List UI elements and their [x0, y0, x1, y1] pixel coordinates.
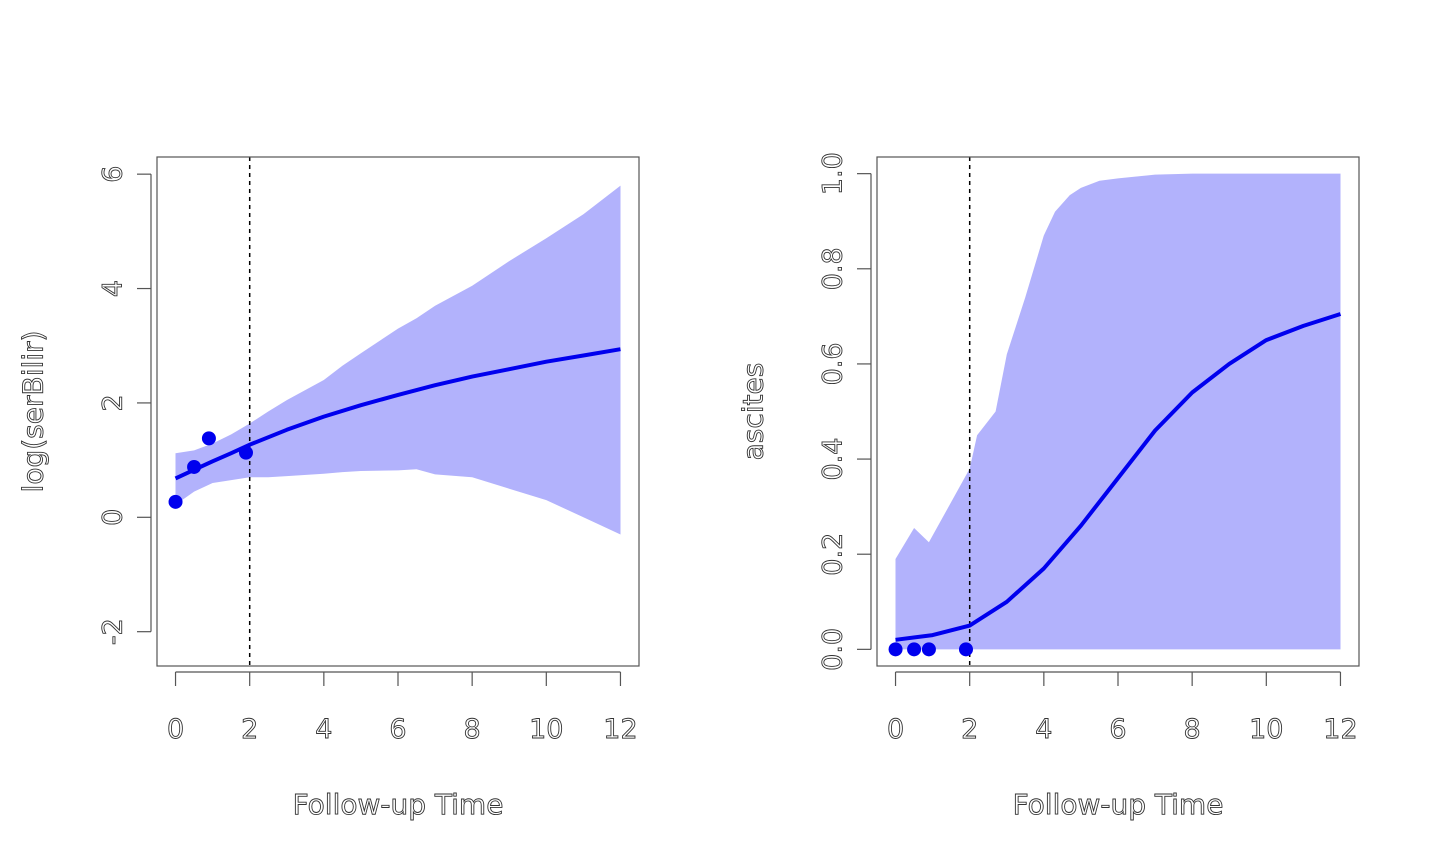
confidence-band [895, 173, 1341, 650]
observed-point [888, 642, 903, 657]
x-tick-label: 4 [1035, 714, 1052, 745]
x-axis: 0 2 4 6 8 10 12 [886, 671, 1358, 745]
plot-frame [156, 156, 640, 667]
panel-serbilir: 0 2 4 6 8 10 12 -2 0 2 4 6 Follow-up Time log(serB… [16, 156, 640, 821]
y-tick-label: 0.4 [818, 438, 849, 481]
y-axis-title: log(serBilir) [17, 331, 50, 493]
x-tick-label: 0 [887, 714, 904, 745]
y-tick-label: 0.2 [818, 533, 849, 576]
observed-point [187, 459, 202, 474]
y-tick-label: 6 [98, 166, 129, 183]
y-axis: -2 0 2 4 6 [97, 165, 152, 646]
x-tick-label: 10 [1249, 714, 1283, 745]
y-axis: 0.0 0.2 0.4 0.6 0.8 1.0 [817, 152, 872, 671]
x-tick-label: 0 [167, 714, 184, 745]
y-tick-label: -2 [98, 618, 129, 645]
y-tick-label: 2 [98, 394, 129, 411]
x-tick-label: 12 [1323, 714, 1357, 745]
y-tick-label: 0.0 [818, 628, 849, 671]
x-tick-label: 8 [464, 714, 481, 745]
observed-point [201, 431, 216, 446]
x-tick-label: 6 [1109, 714, 1126, 745]
x-tick-label: 2 [961, 714, 978, 745]
observed-point [238, 445, 253, 460]
observed-points [168, 431, 253, 509]
x-tick-label: 12 [603, 714, 637, 745]
fitted-line [174, 347, 621, 481]
observed-point [958, 642, 973, 657]
observed-point [907, 642, 922, 657]
y-tick-label: 0.8 [818, 247, 849, 290]
x-tick-label: 8 [1184, 714, 1201, 745]
observed-point [168, 494, 183, 509]
panel-ascites: 0 2 4 6 8 10 12 0.0 0.2 0.4 0.6 0.8 1.0 Follow-up T… [736, 152, 1360, 821]
confidence-band [175, 185, 621, 535]
observed-points [888, 642, 973, 657]
y-tick-label: 4 [98, 280, 129, 297]
fitted-line [895, 312, 1342, 642]
y-tick-label: 0 [98, 509, 129, 526]
x-tick-label: 10 [529, 714, 563, 745]
plot-frame [876, 156, 1360, 667]
x-tick-label: 4 [315, 714, 332, 745]
x-tick-label: 2 [241, 714, 258, 745]
x-axis-title: Follow-up Time [1013, 788, 1224, 821]
y-tick-label: 1.0 [818, 152, 849, 195]
y-axis-title: ascites [737, 363, 770, 461]
x-axis-title: Follow-up Time [293, 788, 504, 821]
x-axis: 0 2 4 6 8 10 12 [166, 671, 638, 745]
x-tick-label: 6 [389, 714, 406, 745]
observed-point [921, 642, 936, 657]
y-tick-label: 0.6 [818, 342, 849, 385]
